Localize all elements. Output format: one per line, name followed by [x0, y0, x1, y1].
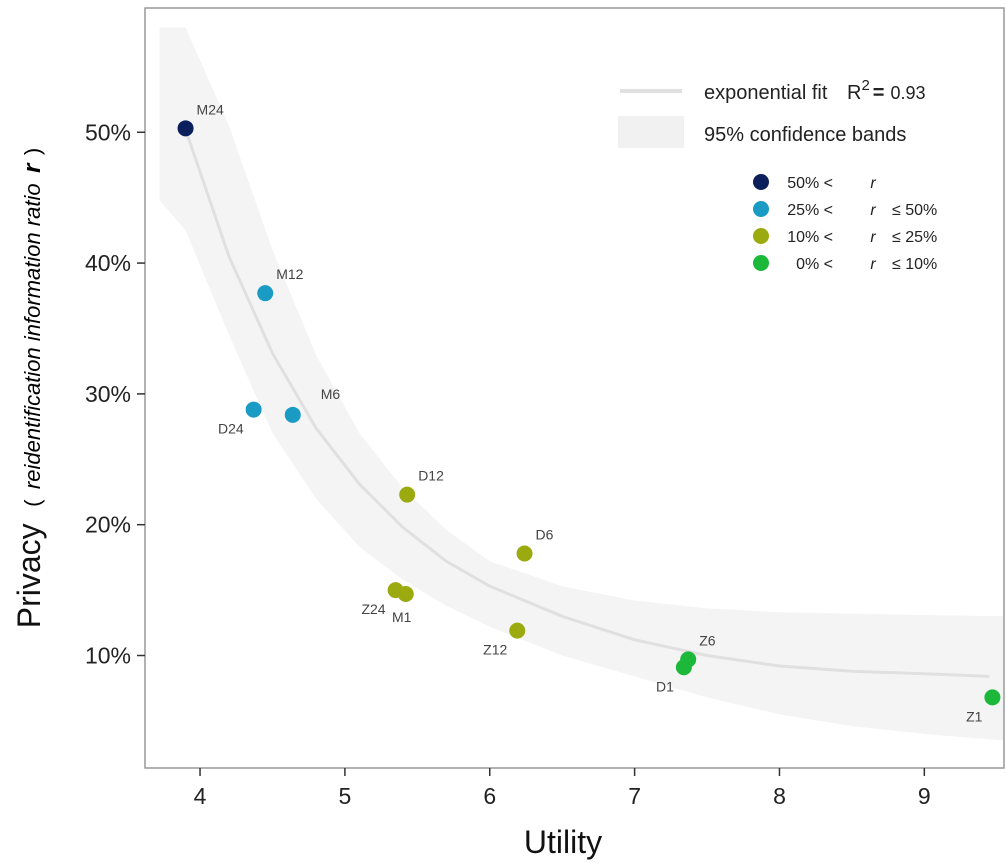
legend-fit-text: exponential fit R2 = 0.93	[704, 77, 926, 104]
data-point-z12	[509, 622, 526, 639]
data-point-d6	[516, 545, 533, 562]
y-axis: 10% 20% 30% 40% 50%	[85, 119, 145, 669]
legend-class-r: r	[870, 175, 876, 192]
legend-class-lower: 0% <	[796, 256, 833, 273]
legend-class-lower: 25% <	[787, 202, 833, 219]
confidence-band	[159, 27, 1004, 741]
legend-classes: 50% < r 25% < r ≤ 50% 10% < r ≤ 25% 0% < r ≤ 10%	[753, 174, 937, 273]
point-label-z24: Z24	[361, 601, 385, 617]
data-point-m24	[177, 120, 194, 137]
legend-r2-label: R	[847, 82, 861, 104]
x-tick-label: 5	[339, 783, 352, 809]
y-tick-label: 30%	[85, 381, 131, 407]
y-tick-label: 10%	[85, 643, 131, 669]
y-tick-label: 20%	[85, 512, 131, 538]
legend-class-r: r	[870, 202, 876, 219]
legend-class-upper: ≤ 50%	[892, 202, 937, 219]
y-tick-label: 50%	[85, 119, 131, 145]
point-label-d12: D12	[418, 468, 444, 484]
legend-class-marker	[753, 255, 769, 271]
data-point-m6	[284, 406, 301, 423]
data-points	[177, 120, 1001, 706]
legend-class-marker	[753, 174, 769, 190]
point-label-z12: Z12	[483, 642, 507, 658]
legend-class-upper: ≤ 10%	[892, 256, 937, 273]
data-point-d12	[399, 486, 416, 503]
y-axis-title: Privacy ( reidentification information r…	[11, 148, 47, 628]
point-label-d6: D6	[536, 526, 554, 542]
point-labels: M24 M12 D24 M6 D12 D6 Z24 M1 Z12 Z6 D1 Z1	[197, 101, 983, 724]
y-tick-label: 40%	[85, 250, 131, 276]
x-tick-label: 8	[773, 783, 786, 809]
x-tick-label: 6	[483, 783, 496, 809]
data-point-z1	[984, 689, 1001, 706]
point-label-m6: M6	[321, 386, 341, 402]
fit-curve-layer	[184, 129, 990, 678]
legend-class-marker	[753, 228, 769, 244]
x-tick-label: 7	[628, 783, 641, 809]
legend-class-upper: ≤ 25%	[892, 229, 937, 246]
x-axis: 4 5 6 7 8 9	[194, 768, 931, 809]
point-label-z6: Z6	[699, 632, 716, 648]
y-axis-title-main: Privacy	[11, 523, 47, 628]
point-label-m12: M12	[276, 266, 303, 282]
point-label-d24: D24	[218, 421, 244, 437]
legend-band-swatch	[618, 116, 684, 148]
legend-r2-sup: 2	[861, 77, 869, 94]
legend: exponential fit R2 = 0.93 95% confidence b…	[618, 77, 937, 273]
data-point-d1	[675, 659, 692, 676]
confidence-band-layer	[159, 27, 1004, 741]
x-tick-label: 4	[194, 783, 207, 809]
exponential-fit-curve	[184, 129, 990, 678]
point-label-m1: M1	[392, 609, 412, 625]
point-label-m24: M24	[197, 101, 224, 117]
legend-class-r: r	[870, 256, 876, 273]
data-point-d24	[245, 401, 262, 418]
data-point-m1	[397, 586, 414, 603]
legend-class-marker	[753, 201, 769, 217]
point-label-d1: D1	[656, 678, 674, 694]
x-tick-label: 9	[918, 783, 931, 809]
legend-band-label: 95% confidence bands	[704, 124, 906, 146]
y-axis-paren-close: )	[20, 148, 45, 155]
legend-class-r: r	[870, 229, 876, 246]
x-axis-title: Utility	[524, 824, 602, 860]
data-point-m12	[257, 285, 274, 302]
legend-class-lower: 50% <	[787, 175, 833, 192]
legend-r2-value: 0.93	[890, 83, 925, 103]
y-axis-paren-open: (	[20, 499, 45, 507]
point-label-z1: Z1	[966, 708, 983, 724]
legend-class-lower: 10% <	[787, 229, 833, 246]
y-axis-title-r: r	[19, 162, 46, 173]
legend-r2-equals: =	[873, 82, 885, 104]
plot-frame	[144, 7, 1005, 769]
legend-fit-label: exponential fit	[704, 82, 828, 104]
y-axis-title-italic: reidentification information ratio	[20, 183, 45, 489]
